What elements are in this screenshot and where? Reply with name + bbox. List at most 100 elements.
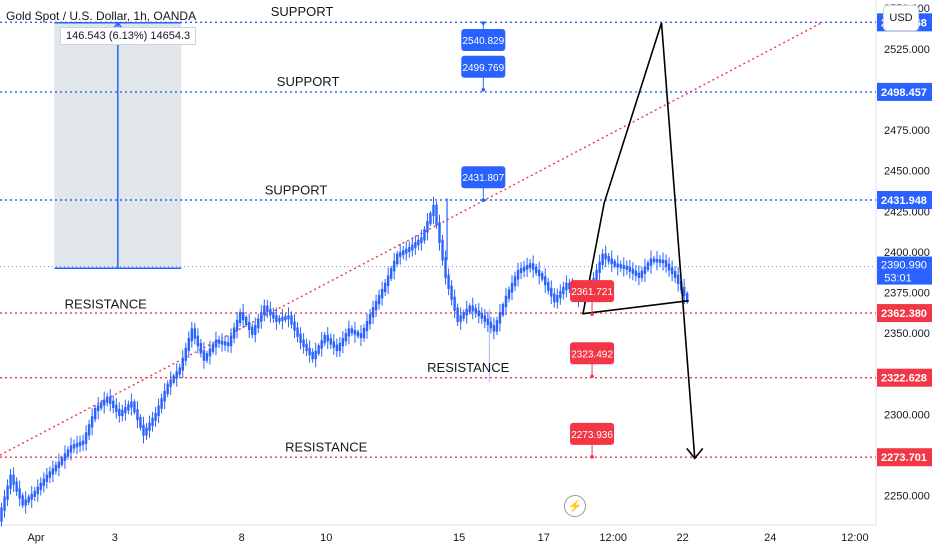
candle-body xyxy=(311,351,314,360)
measure-tool[interactable] xyxy=(54,21,182,269)
candle-body xyxy=(525,264,529,270)
candle-body xyxy=(423,229,426,241)
candle-body xyxy=(504,295,508,308)
candle-body xyxy=(99,402,103,409)
x-tick-label: 15 xyxy=(453,532,465,544)
candle-body xyxy=(275,315,278,322)
candle-body xyxy=(299,333,302,343)
lightning-icon[interactable]: ⚡ xyxy=(564,495,586,517)
candle-body xyxy=(6,485,9,500)
last-price-badge xyxy=(877,256,932,285)
candle-body xyxy=(69,445,73,453)
candle-body xyxy=(528,263,532,269)
target-tags[interactable]: 2540.829 2499.769 2431.807 2361.721 2323.492… xyxy=(461,21,615,459)
candle-body xyxy=(377,295,381,305)
candle-body xyxy=(420,237,423,243)
y-tick-label: 2300.000 xyxy=(884,409,930,421)
candle-body xyxy=(208,348,212,357)
candle-body xyxy=(254,325,257,335)
candle-body xyxy=(402,250,405,256)
candle-body xyxy=(75,442,79,448)
candle-body xyxy=(287,315,290,320)
candle-body xyxy=(163,390,166,402)
candle-body xyxy=(531,263,535,270)
candle-body xyxy=(631,268,635,274)
candle-body xyxy=(686,292,689,303)
candle-body xyxy=(235,319,239,331)
candle-body xyxy=(187,338,190,352)
x-tick-label: 22 xyxy=(677,532,689,544)
candle-body xyxy=(565,282,568,291)
candle-body xyxy=(290,315,293,325)
candle-body xyxy=(284,316,287,321)
candle-body xyxy=(205,353,209,361)
candle-body xyxy=(84,432,88,444)
projection-path[interactable] xyxy=(582,22,704,460)
candle-body xyxy=(471,305,474,312)
candle-body xyxy=(263,305,266,316)
candle-body xyxy=(432,204,435,217)
candle-body xyxy=(293,321,296,331)
candle-body xyxy=(244,316,248,326)
target-tag-label: 2361.721 xyxy=(571,287,613,298)
last-price-label: 2390.990 xyxy=(881,260,927,272)
x-tick-label: 12:00 xyxy=(841,532,869,544)
candle-body xyxy=(477,310,480,317)
target-tag-box xyxy=(461,29,506,52)
candle-body xyxy=(408,247,411,252)
candle-body xyxy=(160,398,163,409)
chart-title: Gold Spot / U.S. Dollar, 1h, OANDA xyxy=(6,9,197,23)
y-tick-label: 2450.000 xyxy=(884,166,930,178)
target-tag-label: 2540.829 xyxy=(462,36,504,47)
candle-body xyxy=(66,449,70,457)
candle-body xyxy=(559,290,562,299)
candle-body xyxy=(667,263,671,271)
candle-body xyxy=(628,266,632,272)
candle-body xyxy=(495,320,499,332)
candle-body xyxy=(169,379,172,387)
candle-body xyxy=(625,265,628,270)
target-tag-box xyxy=(461,166,506,189)
candle-body xyxy=(172,375,175,383)
projection-line xyxy=(582,22,696,459)
candle-body xyxy=(556,295,559,303)
candle-body xyxy=(655,258,659,263)
candle-body xyxy=(547,282,550,291)
candle-body xyxy=(613,260,616,267)
candle-body xyxy=(154,412,157,421)
candle-body xyxy=(63,453,67,461)
candle-body xyxy=(12,474,15,485)
candle-body xyxy=(272,312,275,319)
candle-body xyxy=(622,264,625,270)
candle-body xyxy=(27,496,30,503)
x-tick-label: Apr xyxy=(27,532,44,544)
candle-body xyxy=(248,321,251,330)
y-tick-label: 2400.000 xyxy=(884,247,930,259)
candle-body xyxy=(640,270,644,278)
candle-body xyxy=(405,248,408,254)
candle-body xyxy=(18,488,21,499)
candle-body xyxy=(36,486,39,495)
candle-body xyxy=(607,255,610,262)
candle-body xyxy=(196,335,200,347)
candle-body xyxy=(175,371,178,379)
target-tag-dot xyxy=(590,455,594,459)
candle-body xyxy=(646,262,650,270)
candle-body xyxy=(492,325,496,332)
candle-body xyxy=(643,266,647,274)
candle-body xyxy=(353,329,357,335)
candle-body xyxy=(541,273,544,280)
candle-body xyxy=(344,333,348,342)
currency-button[interactable]: USD xyxy=(883,5,919,31)
y-tick-label: 2425.000 xyxy=(884,206,930,218)
axis-level-label: 2273.701 xyxy=(881,452,927,464)
y-tick-label: 2350.000 xyxy=(884,328,930,340)
candle-body xyxy=(60,457,64,465)
candle-body xyxy=(223,341,227,346)
candle-body xyxy=(562,286,565,295)
candle-body xyxy=(314,350,317,360)
target-tag-dot xyxy=(481,87,486,92)
candle-body xyxy=(30,493,33,500)
candle-body xyxy=(127,404,130,411)
